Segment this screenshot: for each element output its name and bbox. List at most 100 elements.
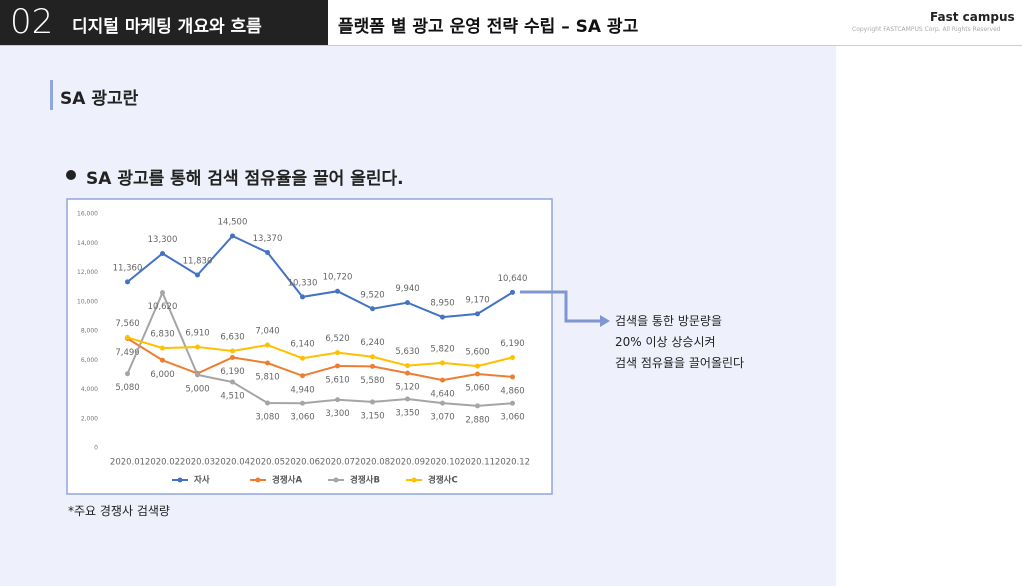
section-number: 02 [10, 2, 54, 42]
x-tick-label: 2020.06 [285, 458, 320, 468]
chart-frame [66, 198, 553, 495]
data-point [265, 342, 270, 348]
data-point [510, 400, 515, 406]
header-bar [0, 0, 328, 45]
data-label: 10,720 [323, 273, 353, 283]
y-tick-label: 4,000 [81, 386, 98, 393]
data-point [405, 396, 410, 402]
x-tick-label: 2020.12 [495, 458, 530, 468]
data-point [125, 371, 130, 377]
data-point [440, 314, 445, 320]
x-tick-label: 2020.08 [355, 458, 390, 468]
data-label: 6,910 [185, 328, 209, 338]
x-tick-label: 2020.04 [215, 458, 250, 468]
data-label: 5,120 [395, 383, 419, 393]
data-label: 3,300 [325, 409, 349, 419]
data-label: 3,150 [360, 411, 384, 421]
data-label: 11,830 [183, 256, 213, 266]
data-point [160, 345, 165, 351]
y-tick-label: 16,000 [77, 211, 98, 218]
footnote: *주요 경쟁사 검색량 [68, 504, 170, 518]
legend-marker [177, 477, 183, 483]
data-point [300, 355, 305, 361]
data-label: 10,330 [288, 278, 318, 288]
page-title: 플랫폼 별 광고 운영 전략 수립 – SA 광고 [338, 17, 639, 37]
arrow [520, 290, 600, 323]
data-point [510, 374, 515, 380]
data-point [440, 377, 445, 383]
x-tick-label: 2020.07 [320, 458, 355, 468]
data-label: 5,080 [115, 383, 139, 393]
data-point [230, 233, 235, 239]
x-tick-label: 2020.09 [390, 458, 425, 468]
data-point [440, 360, 445, 366]
y-tick-label: 2,000 [81, 415, 98, 422]
bullet-text: SA 광고를 통해 검색 점유율을 끌어 올린다. [86, 169, 404, 189]
annotation-line: 검색 점유율을 끌어올린다 [615, 356, 745, 370]
bullet-dot [66, 170, 76, 180]
data-label: 6,190 [220, 367, 244, 377]
data-label: 3,080 [255, 412, 279, 422]
y-tick-label: 14,000 [77, 240, 98, 247]
x-tick-label: 2020.10 [425, 458, 460, 468]
data-label: 6,190 [500, 339, 524, 349]
data-label: 5,820 [430, 344, 454, 354]
data-label: 5,060 [465, 383, 489, 393]
data-label: 6,520 [325, 334, 349, 344]
y-tick-label: 12,000 [77, 269, 98, 276]
data-point [230, 354, 235, 360]
data-point [510, 289, 515, 295]
data-point [440, 400, 445, 406]
data-label: 4,860 [500, 386, 524, 396]
data-point [265, 249, 270, 255]
data-label: 2,880 [465, 415, 489, 425]
data-label: 5,810 [255, 373, 279, 383]
data-label: 7,560 [115, 319, 139, 329]
data-label: 10,640 [498, 274, 528, 284]
data-point [160, 290, 165, 296]
data-label: 5,580 [360, 376, 384, 386]
x-tick-label: 2020.01 [110, 458, 145, 468]
data-point [195, 272, 200, 278]
data-point [335, 350, 340, 356]
data-point [230, 348, 235, 354]
data-point [125, 279, 130, 285]
data-label: 6,830 [150, 330, 174, 340]
data-point [475, 371, 480, 377]
data-label: 9,170 [465, 295, 489, 305]
x-tick-label: 2020.02 [145, 458, 180, 468]
x-tick-label: 2020.03 [180, 458, 215, 468]
arrow-head [600, 315, 610, 327]
data-label: 11,360 [113, 263, 143, 273]
x-tick-label: 2020.05 [250, 458, 285, 468]
annotation-line: 검색을 통한 방문량을 [615, 314, 722, 328]
data-point [335, 363, 340, 369]
data-label: 7,490 [115, 348, 139, 358]
data-point [125, 334, 130, 340]
data-point [370, 399, 375, 405]
data-point [370, 354, 375, 360]
data-label: 3,070 [430, 413, 454, 423]
copyright: Copyright FASTCAMPUS Corp. All Rights Re… [852, 26, 1001, 33]
data-point [405, 370, 410, 376]
data-label: 4,640 [430, 390, 454, 400]
y-tick-label: 6,000 [81, 357, 98, 364]
data-label: 13,370 [253, 234, 283, 244]
data-point [510, 354, 515, 360]
legend-label: 경쟁사C [428, 475, 458, 486]
x-tick-label: 2020.11 [460, 458, 495, 468]
logo: Fast campus [930, 10, 1015, 24]
data-point [195, 372, 200, 378]
data-point [405, 363, 410, 369]
legend-label: 경쟁사B [350, 475, 380, 486]
data-point [370, 306, 375, 312]
section-title: 디지털 마케팅 개요와 흐름 [72, 17, 262, 37]
data-label: 6,000 [150, 370, 174, 380]
data-label: 4,510 [220, 392, 244, 402]
data-label: 5,610 [325, 375, 349, 385]
data-label: 9,520 [360, 290, 384, 300]
data-label: 6,240 [360, 338, 384, 348]
legend-label: 경쟁사A [272, 475, 302, 486]
